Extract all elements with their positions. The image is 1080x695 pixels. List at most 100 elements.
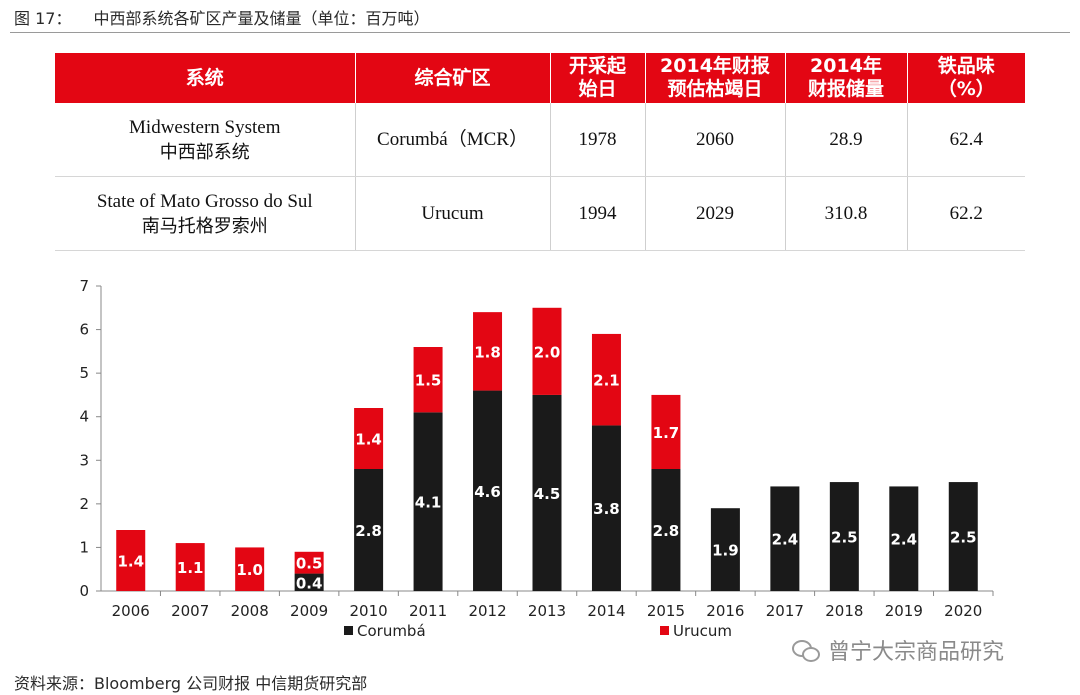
data-label: 2.8: [653, 522, 680, 540]
bar-corumb: [294, 573, 324, 591]
y-tick-label: 5: [79, 364, 89, 382]
table-row: Midwestern System 中西部系统 Corumbá（MCR） 197…: [55, 103, 1025, 177]
cell-start: 1994: [549, 176, 645, 251]
x-tick-label: 2020: [944, 602, 982, 620]
header-depletion-date: 2014年财报 预估枯竭日: [644, 53, 785, 103]
data-label: 2.0: [534, 343, 561, 361]
cell-start: 1978: [549, 103, 645, 177]
cell-reserve: 310.8: [784, 176, 907, 251]
y-tick-label: 3: [79, 451, 89, 469]
header-complex: 综合矿区: [354, 53, 550, 103]
x-tick-label: 2007: [171, 602, 209, 620]
cell-reserve: 28.9: [784, 103, 907, 177]
cell-grade: 62.4: [906, 103, 1025, 177]
watermark-text: 曾宁大宗商品研究: [828, 640, 1005, 665]
y-tick-label: 4: [79, 408, 89, 426]
x-tick-label: 2010: [350, 602, 388, 620]
bar-urucum: [235, 547, 265, 591]
legend-swatch: [344, 626, 353, 635]
bar-corumb: [413, 412, 443, 591]
legend-swatch: [660, 626, 669, 635]
cell-complex: Corumbá（MCR）: [354, 103, 550, 177]
y-tick-label: 6: [79, 321, 89, 339]
header-grade: 铁品味 （%）: [906, 53, 1025, 103]
bar-corumb: [889, 486, 919, 591]
data-label: 1.1: [177, 559, 204, 577]
bar-urucum: [354, 408, 384, 469]
figure-label: 图 17：: [14, 9, 72, 28]
x-tick-label: 2017: [766, 602, 804, 620]
y-tick-label: 2: [79, 495, 89, 513]
data-label: 1.9: [712, 542, 739, 560]
bar-urucum: [532, 307, 562, 395]
y-tick-label: 0: [79, 582, 89, 600]
table-row: State of Mato Grosso do Sul 南马托格罗索州 Uruc…: [55, 176, 1025, 251]
bar-corumb: [770, 486, 800, 591]
x-tick-label: 2019: [885, 602, 923, 620]
data-label: 0.4: [296, 574, 323, 592]
data-label: 1.7: [653, 424, 680, 442]
x-tick-label: 2009: [290, 602, 328, 620]
data-label: 2.4: [891, 531, 918, 549]
bar-urucum: [651, 394, 681, 469]
bar-urucum: [591, 333, 621, 426]
x-tick-label: 2008: [231, 602, 269, 620]
bar-urucum: [116, 530, 146, 591]
data-label: 1.4: [117, 553, 144, 571]
x-tick-label: 2014: [587, 602, 625, 620]
x-tick-label: 2016: [706, 602, 744, 620]
cell-system: State of Mato Grosso do Sul 南马托格罗索州: [55, 176, 355, 251]
bar-corumb: [473, 390, 503, 591]
bar-corumb: [829, 482, 859, 591]
bar-corumb: [710, 508, 740, 591]
data-label: 2.4: [772, 531, 799, 549]
cell-grade: 62.2: [906, 176, 1025, 251]
table-header-row: 系统 综合矿区 开采起 始日 2014年财报 预估枯竭日 2014年 财报储量 铁品味…: [55, 53, 1025, 103]
system-name-en: State of Mato Grosso do Sul: [96, 190, 313, 212]
production-chart: 0 1 2 3 4 5 6 7 2006 1.4 2007 1.1 2008 1.0 2009 0.40.5 2…: [79, 277, 994, 640]
y-tick-label: 1: [79, 538, 89, 556]
mining-table: 系统 综合矿区 开采起 始日 2014年财报 预估枯竭日 2014年 财报储量 铁品味…: [55, 53, 1025, 251]
x-tick-label: 2015: [647, 602, 685, 620]
legend-label: Urucum: [673, 622, 732, 640]
cell-depletion: 2060: [644, 103, 785, 177]
watermark: 曾宁大宗商品研究: [792, 634, 1004, 666]
bar-urucum: [294, 551, 324, 574]
figure-title-text: 中西部系统各矿区产量及储量（单位：百万吨）: [93, 9, 430, 28]
legend-label: Corumbá: [357, 622, 426, 640]
data-label: 1.8: [474, 343, 501, 361]
title-divider: [10, 32, 1070, 33]
source-note: 资料来源：Bloomberg 公司财报 中信期货研究部: [14, 674, 368, 693]
data-label: 2.5: [831, 529, 858, 547]
cell-system: Midwestern System 中西部系统: [55, 103, 355, 177]
data-label: 1.4: [355, 431, 382, 449]
bar-urucum: [413, 347, 443, 413]
data-label: 2.5: [950, 529, 977, 547]
bar-corumb: [532, 394, 562, 591]
x-tick-label: 2018: [825, 602, 863, 620]
data-label: 1.5: [415, 372, 442, 390]
bar-corumb: [591, 425, 621, 591]
data-label: 0.5: [296, 555, 323, 573]
header-start-date: 开采起 始日: [549, 53, 645, 103]
data-label: 4.1: [415, 494, 442, 512]
header-system: 系统: [55, 53, 355, 103]
x-tick-label: 2006: [112, 602, 150, 620]
system-name-zh: 中西部系统: [159, 141, 250, 163]
data-label: 2.8: [355, 522, 382, 540]
system-name-zh: 南马托格罗索州: [141, 215, 268, 237]
bar-corumb: [651, 469, 681, 591]
x-tick-label: 2011: [409, 602, 447, 620]
data-label: 4.6: [474, 483, 501, 501]
y-tick-label: 7: [79, 277, 89, 295]
data-label: 1.0: [236, 561, 263, 579]
x-tick-label: 2012: [468, 602, 506, 620]
bar-urucum: [175, 543, 205, 591]
x-tick-label: 2013: [528, 602, 566, 620]
data-label: 3.8: [593, 500, 620, 518]
system-name-en: Midwestern System: [129, 116, 281, 138]
wechat-icon: [792, 639, 820, 662]
data-label: 4.5: [534, 485, 561, 503]
bar-urucum: [473, 312, 503, 391]
bar-corumb: [354, 469, 384, 591]
